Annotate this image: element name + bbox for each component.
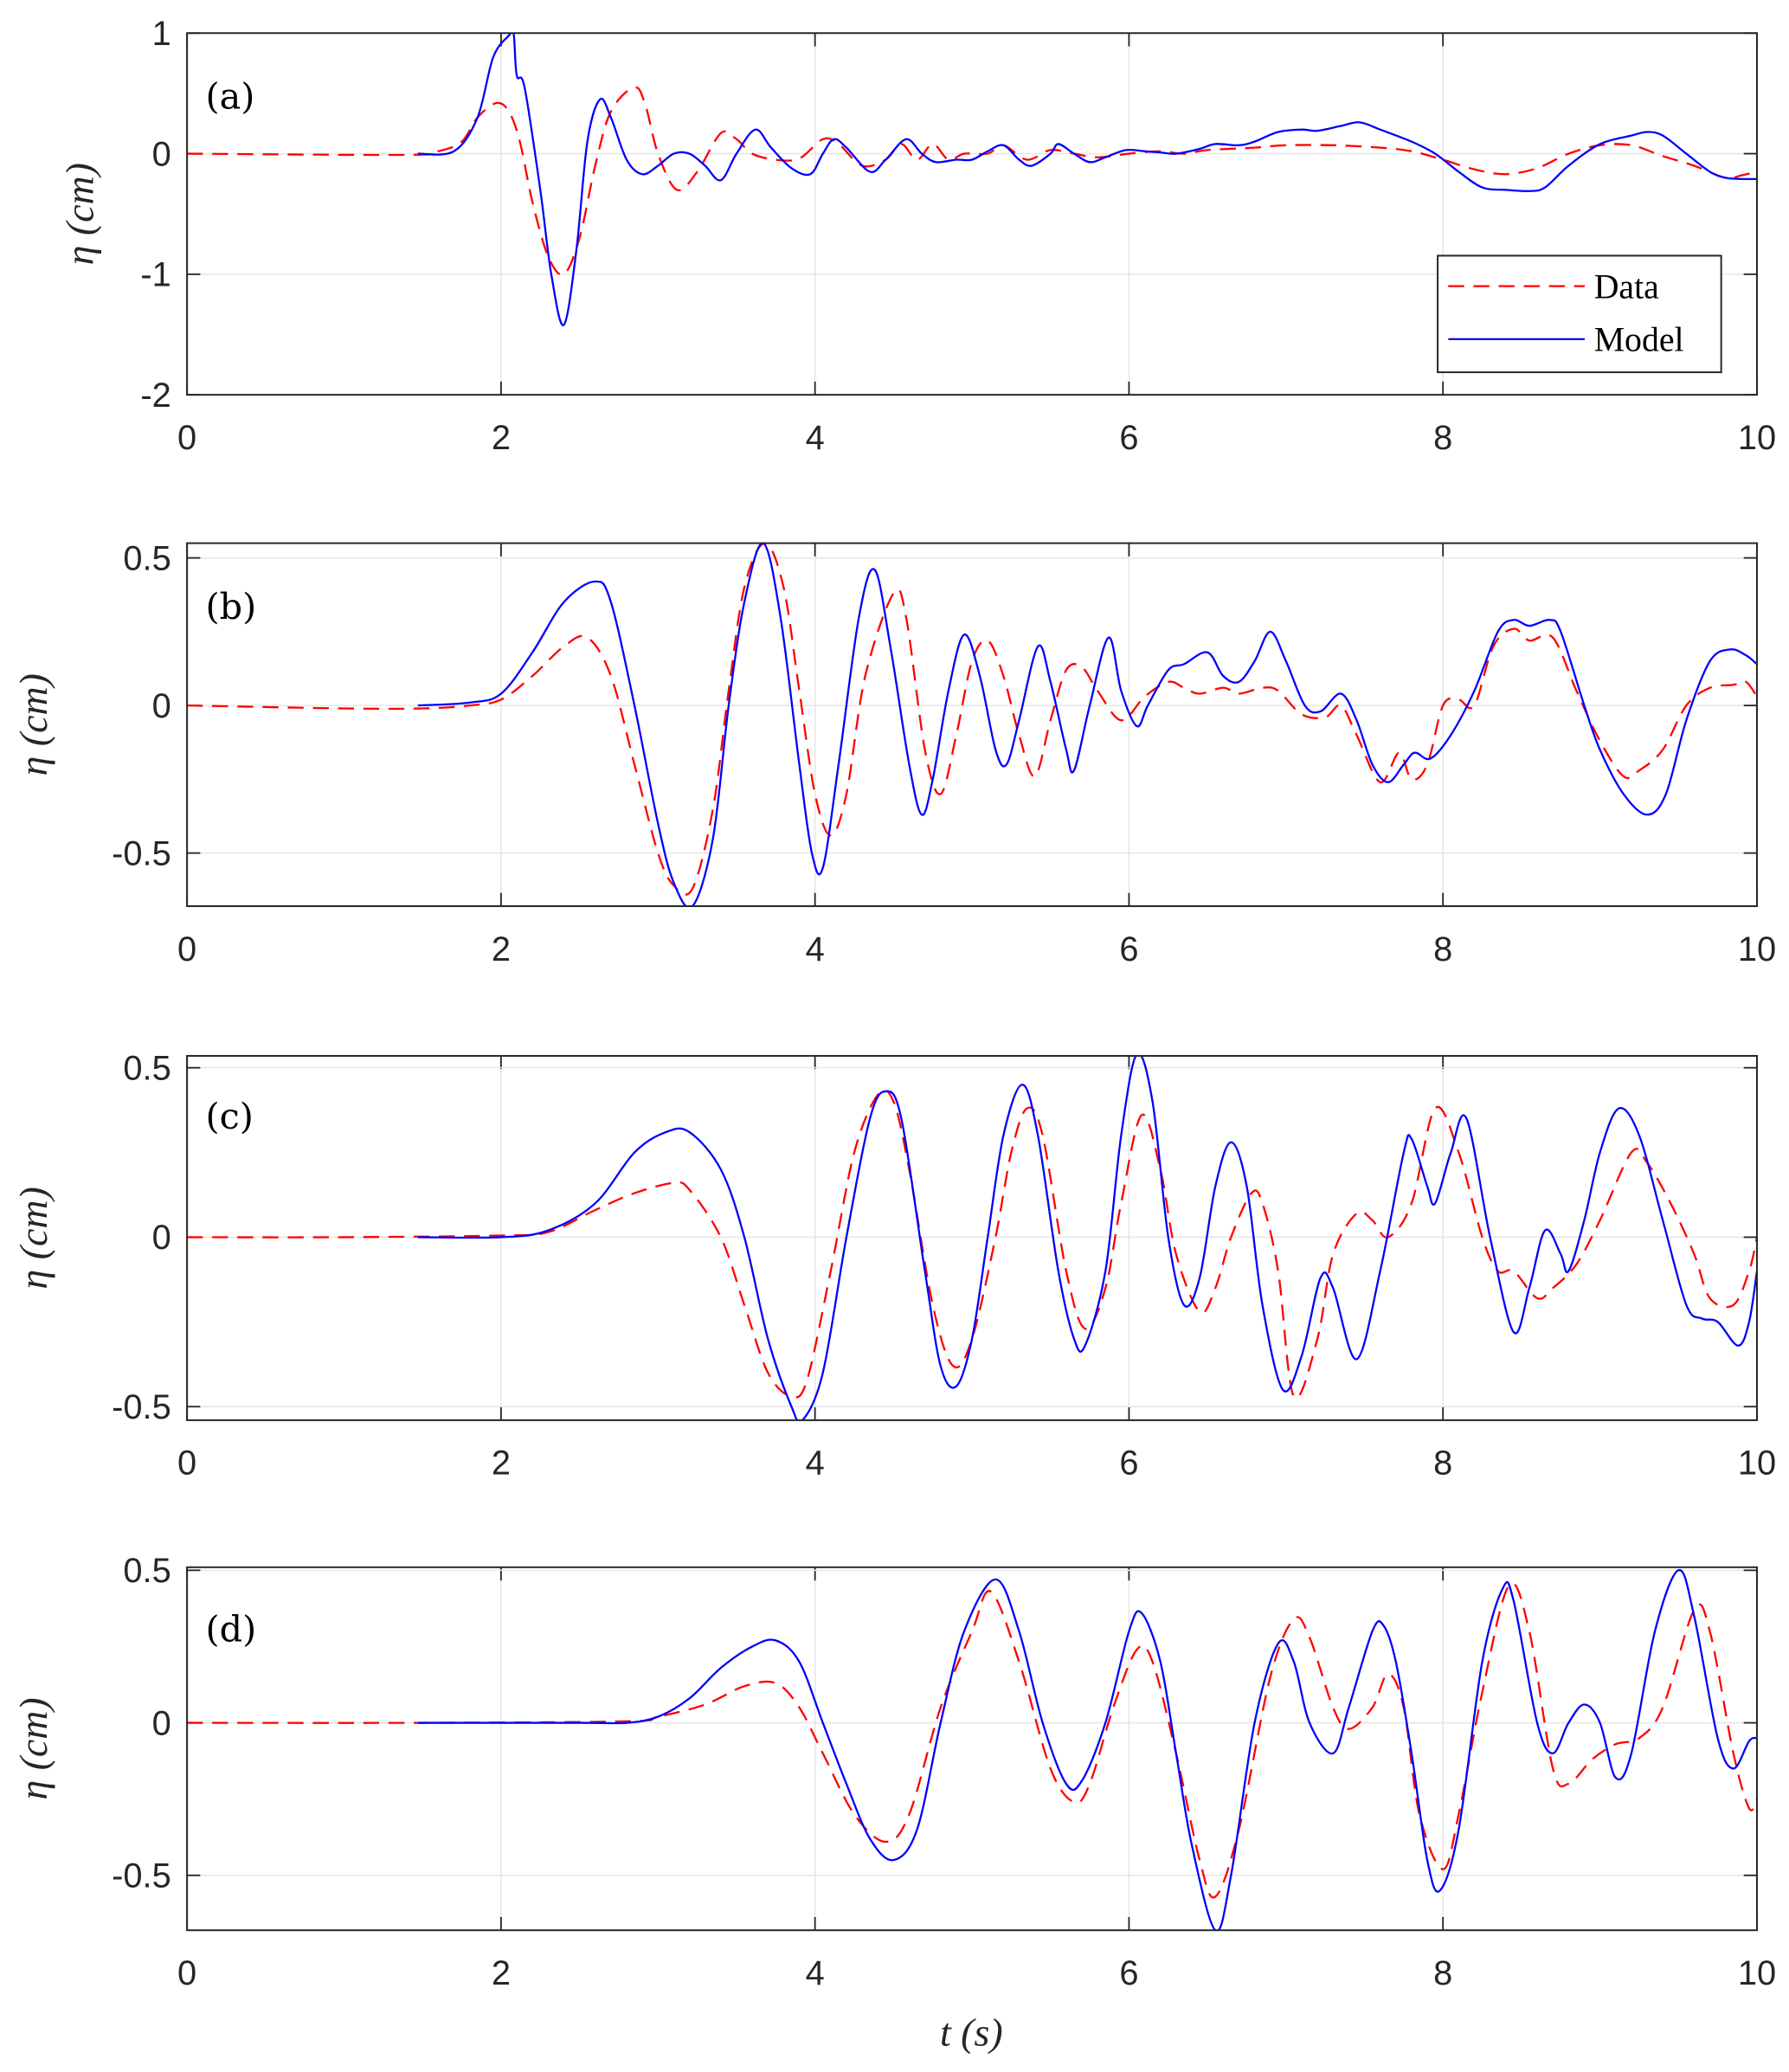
legend-model-label: Model — [1594, 321, 1684, 359]
panel-b: 0 2 4 6 8 10 0.5 0 -0.5 (b) η (cm) — [11, 539, 1776, 968]
panel-d: 0 2 4 6 8 10 0.5 0 -0.5 (d) η (cm) — [11, 1552, 1776, 1992]
panel-label: (c) — [206, 1096, 254, 1137]
panel-label: (d) — [206, 1609, 257, 1651]
y-tick-label: 1 — [152, 15, 171, 53]
x-tick-label: 2 — [492, 1445, 511, 1483]
y-tick-label: -0.5 — [112, 1388, 171, 1426]
legend: Data Model — [1437, 254, 1722, 374]
x-tick-label: 4 — [806, 419, 825, 457]
y-axis-label: η (cm) — [57, 163, 101, 265]
axes-box — [186, 542, 1758, 907]
x-tick-label: 0 — [177, 419, 196, 457]
x-tick-label: 6 — [1119, 1954, 1138, 1992]
x-tick-label: 10 — [1738, 419, 1776, 457]
x-tick-label: 2 — [492, 1954, 511, 1992]
y-tick-label: -0.5 — [112, 834, 171, 872]
x-tick-label: 8 — [1433, 419, 1452, 457]
y-tick-label: 0 — [152, 1219, 171, 1257]
axes-box — [186, 32, 1758, 396]
x-tick-label: 10 — [1738, 1954, 1776, 1992]
panel-label: (a) — [206, 76, 255, 118]
series-model-line — [417, 33, 1757, 326]
x-tick-label: 4 — [806, 930, 825, 968]
y-tick-label: 0.5 — [123, 539, 171, 577]
y-axis-label: η (cm) — [11, 673, 55, 775]
x-tick-label: 2 — [492, 930, 511, 968]
x-tick-label: 0 — [177, 1445, 196, 1483]
x-tick-label: 6 — [1119, 930, 1138, 968]
x-tick-label: 10 — [1738, 1445, 1776, 1483]
y-axis-label: η (cm) — [11, 1697, 55, 1799]
series-data-line — [187, 1582, 1757, 1899]
series-model-line — [417, 1055, 1757, 1420]
series-data-line — [187, 543, 1757, 896]
y-tick-label: -0.5 — [112, 1857, 171, 1895]
x-tick-label: 4 — [806, 1954, 825, 1992]
panel-c: 0 2 4 6 8 100.50-0.5(c)η (cm) — [11, 1049, 1776, 1482]
x-tick-label: 8 — [1433, 1954, 1452, 1992]
y-tick-label: 0 — [152, 687, 171, 725]
axes-box — [186, 1054, 1758, 1421]
y-tick-label: 0.5 — [123, 1552, 171, 1590]
x-tick-label: 2 — [492, 419, 511, 457]
y-tick-label: 0.5 — [123, 1049, 171, 1087]
y-tick-label: -2 — [140, 376, 171, 415]
axes-box — [186, 1566, 1758, 1932]
x-tick-label: 8 — [1433, 930, 1452, 968]
x-tick-label: 6 — [1119, 419, 1138, 457]
series-model-line — [417, 543, 1757, 906]
x-tick-label: 4 — [806, 1445, 825, 1483]
y-tick-label: 0 — [152, 1704, 171, 1742]
legend-data-label: Data — [1594, 267, 1659, 306]
x-axis-label: t (s) — [940, 2010, 1003, 2054]
y-axis-label: η (cm) — [11, 1187, 55, 1289]
x-tick-label: 8 — [1433, 1445, 1452, 1483]
series-model-line — [417, 1569, 1757, 1931]
x-tick-label: 0 — [177, 1954, 196, 1992]
x-tick-label: 10 — [1738, 930, 1776, 968]
panel-label: (b) — [206, 586, 257, 627]
series-data-line — [187, 1089, 1757, 1400]
legend-box — [1437, 254, 1722, 374]
y-tick-label: 0 — [152, 135, 171, 173]
x-tick-label: 6 — [1119, 1445, 1138, 1483]
series-data-line — [187, 86, 1757, 276]
y-tick-label: -1 — [140, 256, 171, 294]
x-tick-label: 0 — [177, 930, 196, 968]
